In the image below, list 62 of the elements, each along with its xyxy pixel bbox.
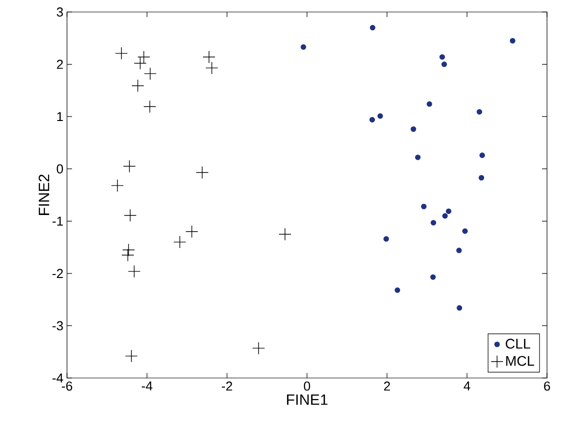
point	[173, 236, 186, 248]
point	[202, 50, 216, 64]
point	[278, 228, 292, 241]
point	[446, 208, 452, 214]
point	[205, 62, 218, 74]
point	[111, 179, 124, 192]
point	[134, 56, 147, 70]
point	[300, 44, 306, 50]
point	[252, 342, 265, 355]
point	[121, 248, 134, 262]
y-tick-label: -1	[52, 216, 63, 226]
point	[415, 154, 421, 160]
point	[478, 174, 484, 180]
point	[131, 79, 144, 92]
x-tick-label: -2	[222, 382, 232, 391]
y-tick-label: 1	[57, 112, 63, 122]
point	[143, 100, 156, 113]
point	[410, 126, 416, 132]
point	[369, 116, 375, 122]
y-tick-label: -2	[52, 268, 63, 278]
point	[510, 38, 516, 44]
x-tick-label: 6	[544, 382, 550, 391]
point	[370, 24, 376, 30]
point	[439, 54, 445, 60]
point	[421, 204, 427, 210]
point	[128, 264, 141, 278]
legend-label: MCL	[506, 356, 534, 366]
x-tick-label: 4	[464, 382, 470, 390]
y-tick-label: 3	[56, 7, 63, 17]
point	[430, 220, 436, 226]
point	[122, 244, 135, 256]
point	[185, 225, 198, 238]
y-tick-label: -3	[52, 321, 63, 330]
y-tick-label: 2	[56, 60, 63, 69]
y-tick-label: -4	[52, 374, 64, 382]
point	[196, 166, 209, 179]
point	[377, 113, 383, 119]
point	[144, 67, 157, 80]
point	[456, 248, 462, 254]
point	[430, 274, 436, 280]
point	[124, 209, 137, 222]
point	[394, 287, 400, 293]
x-axis-title: FINE1	[287, 394, 328, 405]
x-tick-label: 0	[304, 382, 310, 391]
x-tick-label: -4	[142, 382, 152, 390]
point	[441, 62, 447, 68]
x-tick-label: 2	[384, 382, 390, 391]
point	[426, 101, 432, 107]
legend-label: CLL	[506, 338, 530, 349]
point	[456, 305, 462, 311]
point	[383, 236, 389, 242]
point	[479, 152, 485, 158]
y-axis-title: FINE2	[38, 174, 50, 215]
y-tick-label: 0	[56, 164, 63, 174]
point	[123, 160, 136, 173]
point	[115, 46, 128, 60]
x-tick-label: -6	[62, 382, 72, 391]
point	[137, 50, 150, 64]
point	[476, 109, 482, 115]
point	[462, 228, 468, 234]
point	[125, 350, 138, 362]
point	[442, 213, 448, 219]
